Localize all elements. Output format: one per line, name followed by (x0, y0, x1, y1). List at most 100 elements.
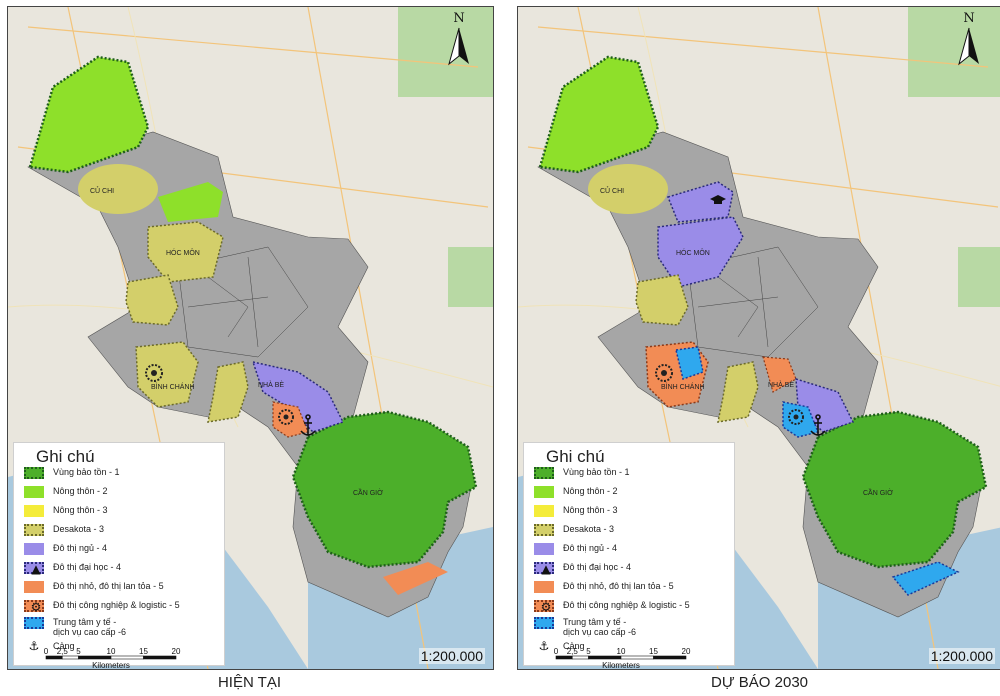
north-label: N (963, 11, 975, 26)
scale-segment (620, 655, 654, 660)
legend-swatch: ⚙ (24, 600, 44, 614)
scale-bar: 0 2,5 5 10 15 20 Kilometers (546, 647, 716, 669)
legend-item: Trung tâm y tế - dịch vụ cao cấp -6 (534, 617, 636, 637)
north-label: N (453, 11, 465, 26)
place-label-binh-chanh: BÌNH CHÁNH (661, 382, 705, 391)
zone-desakota (588, 164, 668, 214)
legend-label: Nông thôn - 3 (563, 505, 618, 515)
legend-swatch (24, 524, 44, 536)
legend-swatch (24, 543, 44, 555)
scale-segment (588, 655, 622, 660)
anchor-icon: ⚓ (538, 639, 550, 653)
legend-label: Vùng bảo tồn - 1 (53, 467, 120, 477)
legend-swatch (534, 486, 554, 498)
scale-tick-label: 2,5 (57, 647, 69, 656)
forest-area (448, 247, 493, 307)
scale-tick-label: 0 (44, 647, 49, 656)
scale-segment (61, 655, 79, 660)
place-label-can-gio: CẦN GIỜ (863, 487, 893, 497)
zone-rural-2 (28, 55, 150, 174)
legend-swatch (24, 505, 44, 517)
legend-label: Nông thôn - 3 (53, 505, 108, 515)
zone-desakota (125, 274, 179, 326)
zone-desakota (635, 274, 689, 326)
legend-label: Desakota - 3 (563, 524, 615, 534)
graduation-cap-icon: ▲ (31, 562, 41, 576)
legend-item: Desakota - 3 (24, 524, 104, 538)
legend-item: Nông thôn - 3 (534, 505, 618, 519)
legend-item: Đô thị nhỏ, đô thị lan tỏa - 5 (24, 581, 164, 595)
legend-label: Trung tâm y tế - dịch vụ cao cấp -6 (53, 617, 127, 637)
legend-label: Cảng (563, 641, 585, 651)
legend-item: Đô thị nhỏ, đô thị lan tỏa - 5 (534, 581, 674, 595)
scale-segment (110, 655, 144, 660)
district-boundaries (687, 246, 819, 358)
legend-swatch: ▲ (24, 562, 44, 576)
legend-item: ⚓ Cảng (24, 639, 75, 655)
zone-conservation (801, 410, 988, 569)
gear-icon (655, 364, 673, 382)
scale-tick-label: 10 (107, 647, 116, 656)
scale-unit-label: Kilometers (602, 661, 640, 669)
gear-icon (278, 409, 294, 425)
legend-swatch (534, 467, 554, 479)
scale-tick-label: 20 (682, 647, 691, 656)
legend-swatch (24, 467, 44, 479)
forest-area (958, 247, 1000, 307)
scale-unit-label: Kilometers (92, 661, 130, 669)
map-panel-current: CỦ CHI HÓC MÔN BÌNH CHÁNH NHÀ BÈ CẦN GIỜ… (7, 6, 494, 670)
north-arrow-icon (958, 27, 979, 66)
zone-desakota (135, 341, 199, 408)
scale-tick-label: 15 (649, 647, 658, 656)
scale-tick-label: 5 (76, 647, 81, 656)
legend-label: Đô thị đại học - 4 (53, 562, 122, 572)
legend-title: Ghi chú (546, 447, 605, 466)
legend-swatch (534, 581, 554, 593)
scale-segment (653, 655, 687, 660)
north-arrow: N (951, 11, 987, 70)
legend-swatch (534, 543, 554, 555)
legend-item: Nông thôn - 2 (24, 486, 108, 500)
zone-rural-2 (158, 182, 223, 222)
legend-label: Đô thị công nghiệp & logistic - 5 (53, 600, 180, 610)
scale-segment (571, 655, 589, 660)
zone-conservation (291, 410, 478, 569)
zone-desakota (78, 164, 158, 214)
legend-swatch (24, 486, 44, 498)
legend-item: ⚙ Đô thị công nghiệp & logistic - 5 (534, 600, 690, 614)
legend-swatch: ▲ (534, 562, 554, 576)
legend-swatch (534, 617, 554, 629)
legend-item: ▲ Đô thị đại học - 4 (24, 562, 121, 576)
zone-desakota (147, 221, 224, 283)
graduation-cap-icon (710, 195, 726, 204)
gear-icon (145, 364, 163, 382)
anchor-icon (810, 414, 826, 436)
zone-rural-2 (538, 55, 660, 174)
legend-item: ⚓ Cảng (534, 639, 585, 655)
legend-label: Trung tâm y tế - dịch vụ cao cấp -6 (563, 617, 637, 637)
scale-tick-label: 10 (617, 647, 626, 656)
anchor-icon: ⚓ (28, 639, 40, 653)
scale-ratio: 1:200.000 (928, 648, 995, 664)
place-label-nha-be: NHÀ BÈ (258, 380, 284, 389)
place-label-can-gio: CẦN GIỜ (353, 487, 383, 497)
zone-medical-center (891, 561, 960, 596)
place-label-binh-chanh: BÌNH CHÁNH (151, 382, 195, 391)
legend-item: Nông thôn - 3 (24, 505, 108, 519)
legend-label: Nông thôn - 2 (563, 486, 618, 496)
legend-item: Đô thị ngủ - 4 (24, 543, 107, 557)
zone-university-city (666, 181, 734, 223)
district-boundaries (177, 246, 309, 358)
legend-swatch-empty: ⚓ (534, 639, 554, 653)
scale-tick-label: 15 (139, 647, 148, 656)
place-label-hoc-mon: HÓC MÔN (166, 248, 200, 257)
legend-item: Desakota - 3 (534, 524, 614, 538)
zone-dormitory-city (657, 216, 744, 288)
gear-icon: ⚙ (540, 600, 552, 614)
gear-icon: ⚙ (30, 600, 42, 614)
place-label-nha-be: NHÀ BÈ (768, 380, 794, 389)
scale-tick-label: 2,5 (567, 647, 579, 656)
caption-forecast: DỰ BÁO 2030 (710, 674, 809, 691)
scale-bar-graphic: 0 2,5 5 10 15 20 Kilometers (44, 647, 181, 669)
legend-swatch (534, 505, 554, 517)
